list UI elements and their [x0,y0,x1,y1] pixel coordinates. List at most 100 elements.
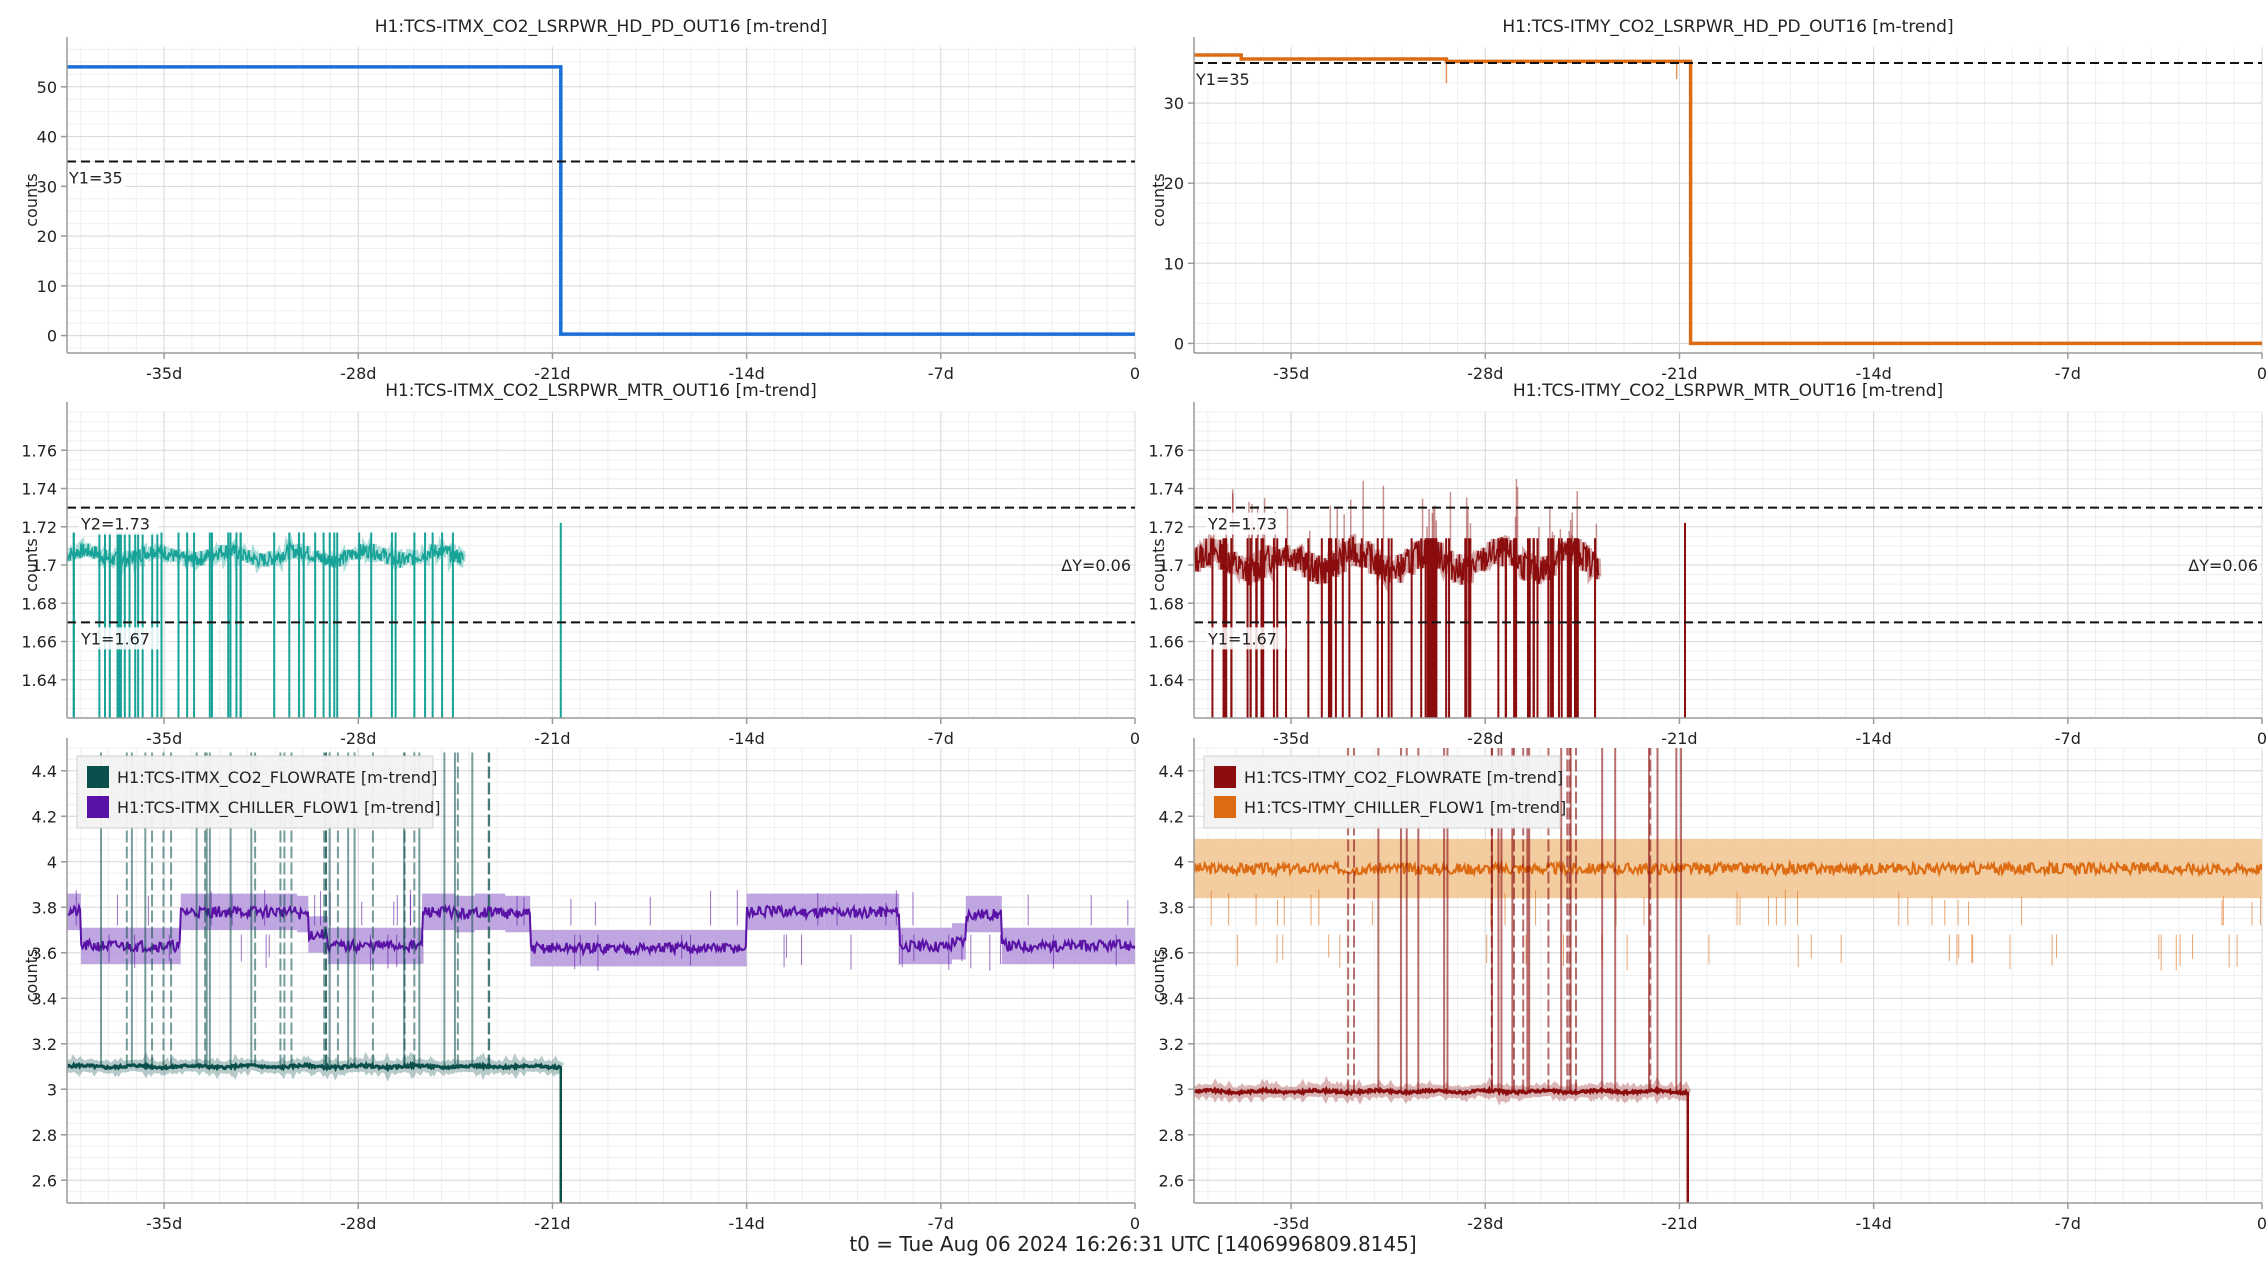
y-cursor-label-bg [79,627,159,650]
y-tick-label: 1.72 [21,518,57,537]
y-cursor-label-bg [1206,627,1286,650]
y-cursor-label-bg [1194,68,1253,91]
x-tick-label: -28d [340,1214,376,1233]
x-tick-label: -7d [2055,364,2081,383]
y-axis-label: counts [22,949,41,1002]
chart-itmy-mtr: Y2=1.73 Y1=1.67 ΔY=0.06 1.64 1.66 1.68 1.7 1.72… [1148,381,2266,748]
y-tick-label: 1.64 [1148,671,1184,690]
chart-itmx-flow: 2.6 2.8 3 3.2 3.4 3.6 3.8 4 4.2 4.4 -35d -28d -21d -1… [22,738,1140,1233]
grid [1194,47,2263,353]
y-tick-label: 3.4 [32,989,57,1008]
y-tick-label: 3.6 [32,944,57,963]
plot-area [1194,53,2262,346]
y-tick-label: 4.4 [1159,762,1184,781]
x-tick-label: -7d [928,364,954,383]
y-cursor-label: Y1=1.67 [80,629,150,648]
grid [67,411,1136,718]
plot-area [67,752,1135,1203]
y-tick-label: 1.7 [1159,556,1184,575]
x-tick-label: -7d [928,729,954,748]
legend-swatch [87,766,109,788]
y-tick-label: 2.6 [32,1171,57,1190]
x-tick-label: -21d [534,1214,570,1233]
y-tick-label: 4.4 [32,762,57,781]
legend-label: H1:TCS-ITMY_CHILLER_FLOW1 [m-trend] [1244,798,1566,818]
y-tick-label: 30 [1164,94,1184,113]
x-tick-label: -14d [728,1214,764,1233]
x-tick-label: -14d [1855,1214,1891,1233]
chart-itmx-mtr: Y2=1.73 Y1=1.67 ΔY=0.06 1.64 1.66 1.68 1.7 1.72… [21,381,1140,748]
y-tick-label: 40 [37,128,57,147]
x-tick-label: -14d [1855,729,1891,748]
legend-label: H1:TCS-ITMX_CHILLER_FLOW1 [m-trend] [117,798,440,818]
legend-swatch [87,796,109,818]
series-line [67,902,1135,958]
y-tick-label: 4 [47,853,57,872]
x-tick-label: -28d [1467,1214,1503,1233]
y-cursor-label: Y1=35 [1195,70,1250,89]
series-band [455,895,475,933]
series-line [67,65,1135,336]
legend-swatch [1214,766,1236,788]
y-tick-label: 20 [37,227,57,246]
x-tick-label: -14d [728,364,764,383]
x-tick-label: -21d [534,364,570,383]
y-axis-label: counts [1149,173,1168,226]
y-tick-label: 1.74 [21,480,57,499]
x-tick-label: -7d [2055,1214,2081,1233]
x-tick-label: -7d [928,1214,954,1233]
y-tick-label: 3.8 [32,898,57,917]
y-cursor-label-bg [79,512,159,535]
y-tick-label: 3.8 [1159,898,1184,917]
delta-y-label: ΔY=0.06 [2188,556,2258,575]
y-cursor-label-bg [67,166,126,189]
x-tick-label: -21d [1661,1214,1697,1233]
x-tick-label: 0 [2257,1214,2266,1233]
y-tick-label: 1.68 [21,594,57,613]
x-tick-label: 0 [1130,364,1140,383]
x-tick-label: -35d [146,729,182,748]
x-tick-label: 0 [1130,729,1140,748]
series-line [1194,859,2262,878]
x-tick-label: -28d [1467,729,1503,748]
x-tick-label: -28d [340,364,376,383]
x-tick-label: -7d [2055,729,2081,748]
chart-itmx-hd-pd: Y1=35 0 10 20 30 40 50 -35d -28d -21d -14d -7d 0 coun… [22,17,1140,383]
legend: H1:TCS-ITMY_CO2_FLOWRATE [m-trend] H1:TCS… [1203,755,1566,829]
y-tick-label: 10 [1164,254,1184,273]
y-tick-label: 3.6 [1159,944,1184,963]
y-tick-label: 4.2 [1159,807,1184,826]
y-tick-label: 3 [47,1080,57,1099]
y-cursor-label: Y2=1.73 [80,515,150,534]
y-cursor-label: Y1=35 [68,168,123,187]
x-tick-label: -35d [1273,364,1309,383]
y-tick-label: 10 [37,277,57,296]
x-tick-label: -21d [1661,729,1697,748]
y-cursor-label: Y2=1.73 [1207,515,1277,534]
y-tick-label: 2.6 [1159,1171,1184,1190]
y-tick-label: 1.76 [21,441,57,460]
series-line [67,1060,562,1073]
legend-box [1203,755,1561,829]
y-axis-label: counts [1149,949,1168,1002]
y-tick-label: 0 [47,327,57,346]
chart-title: H1:TCS-ITMX_CO2_LSRPWR_HD_PD_OUT16 [m-tr… [375,17,827,37]
x-tick-label: -35d [1273,1214,1309,1233]
chart-title: H1:TCS-ITMX_CO2_LSRPWR_MTR_OUT16 [m-tren… [385,381,817,401]
chart-itmy-hd-pd: Y1=35 0 10 20 30 -35d -28d -21d -14d -7d 0 counts H1… [1149,17,2266,383]
y-tick-label: 1.76 [1148,441,1184,460]
y-tick-label: 1.74 [1148,480,1184,499]
grid [67,47,1136,353]
x-tick-label: 0 [1130,1214,1140,1233]
series-line [1194,53,2262,346]
legend: H1:TCS-ITMX_CO2_FLOWRATE [m-trend] H1:TCS… [76,755,440,829]
y-axis-label: counts [22,538,41,591]
y-tick-label: 0 [1174,334,1184,353]
y-tick-label: 4.2 [32,807,57,826]
x-tick-label: -35d [146,364,182,383]
x-tick-label: -21d [534,729,570,748]
series-line [1194,1085,1689,1097]
x-tick-label: -28d [340,729,376,748]
plot-area [67,65,1135,336]
